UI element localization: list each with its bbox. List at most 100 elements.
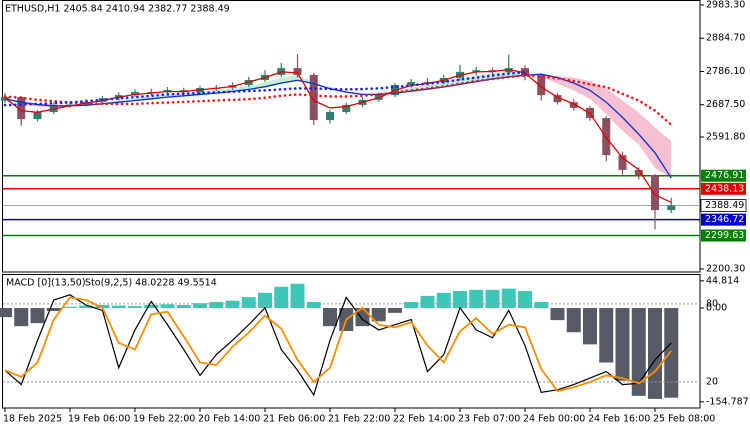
level-label-box [701,213,746,226]
histogram-bar [176,304,191,308]
candle-body [504,68,513,73]
y2-tick-label: 20 [706,376,718,387]
x-tick-label: 24 Feb 16:00 [588,414,650,425]
candle-body [569,102,578,108]
candle-body [342,104,351,112]
oscillator-line [4,296,672,393]
x-tick-label: 19 Feb 22:00 [133,414,195,425]
histogram-bar [436,292,451,308]
candle-body [131,92,139,96]
cloud-segment [590,80,607,114]
histogram-bar [583,308,597,345]
y-tick-label: 2591.80 [706,131,745,142]
histogram-bar [241,297,256,308]
histogram-bar [79,305,94,308]
candle-body [553,95,562,103]
x-tick-label: 19 Feb 06:00 [68,414,130,425]
histogram-bar [485,289,500,308]
histogram-bar [95,304,110,308]
last-price-label: 2388.49 [705,200,744,211]
candle-body [179,90,188,93]
histogram-bar [453,291,467,308]
histogram-bar [258,292,272,308]
y-tick-label: 0.00 [706,303,727,314]
x-tick-label: 23 Feb 07:00 [458,414,520,425]
candle-body [472,70,481,72]
candle-body [634,169,643,176]
candle-body [326,111,334,121]
histogram-bar [160,304,175,308]
indicator-line [3,74,673,127]
indicator-title: MACD [0](13,50) [6,278,86,289]
indicator-line [4,73,672,179]
candle-body [309,74,318,121]
last-price-box [700,199,747,212]
x-tick-label: 25 Feb 08:00 [653,414,715,425]
x-tick-label: 24 Feb 00:00 [523,414,585,425]
histogram-bar [501,288,516,308]
cloud-segment [573,77,590,99]
histogram-bar [193,303,207,308]
candle-body [1,97,9,101]
level-label: 2346.72 [705,214,744,225]
main-panel-frame [2,0,701,273]
y-tick-label: 2687.50 [706,99,745,110]
histogram-bar [323,308,337,327]
histogram-bar [469,289,484,308]
level-label: 2476.91 [705,170,744,181]
level-label-box [701,229,746,242]
y-tick-label: 2200.30 [706,263,745,274]
x-tick-label: 21 Feb 22:00 [328,414,390,425]
candle-body [17,97,26,120]
y-tick-label: 2786.10 [706,66,745,77]
cloud-segment [622,100,639,145]
oscillator-line [4,294,672,397]
histogram-bar [46,308,61,312]
histogram-bar [404,301,419,308]
level-label: 2438.13 [705,183,744,194]
indicator-subtitle: Sto(9,2,5) 48.0228 49.5514 [85,278,217,289]
x-tick-label: 22 Feb 14:00 [393,414,455,425]
histogram-bar [534,301,549,308]
y-tick-label: 44.814 [706,275,739,286]
histogram-bar [290,283,305,308]
histogram-bar [306,301,321,308]
indicator-line [3,70,527,107]
histogram-bar [631,308,646,396]
histogram-bar [144,304,159,308]
histogram-bar [518,291,532,308]
histogram-bar [420,295,435,308]
indicator-panel-frame [2,274,701,409]
histogram-bar [14,308,29,327]
y2-tick-label: 80 [706,298,718,309]
histogram-bar [599,308,614,363]
indicator-line [4,68,672,203]
histogram-bar [550,308,565,321]
y-tick-label: 2884.70 [706,33,745,44]
x-tick-label: 21 Feb 06:00 [263,414,325,425]
candle-body [618,155,627,170]
histogram-bar [664,308,679,398]
level-label-box [701,182,746,195]
histogram-bar [30,308,45,324]
candle-body [407,81,416,86]
candle-body [651,175,659,211]
histogram-bar [274,286,289,308]
histogram-bar [566,308,581,333]
candle-body [537,75,546,96]
y-tick-label: 2983.30 [706,0,745,10]
candle-body [293,68,302,75]
histogram-bar [0,308,12,318]
histogram-bar [615,308,630,381]
candle-body [66,104,74,106]
cloud-segment [638,112,655,168]
candle-body [33,111,42,120]
histogram-bar [63,306,77,308]
level-label: 2299.63 [705,230,744,241]
x-tick-label: 20 Feb 14:00 [198,414,260,425]
histogram-bar [209,301,224,308]
y-tick-label: -154.787 [706,396,749,407]
candle-body [667,205,676,211]
